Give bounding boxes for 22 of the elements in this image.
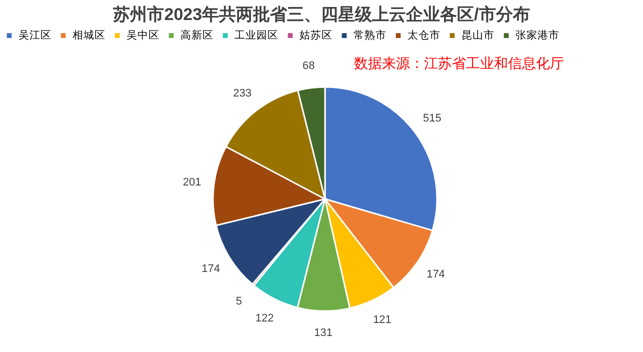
legend-label: 吴中区 xyxy=(126,28,160,42)
legend-label: 吴江区 xyxy=(18,30,52,42)
data-label: 122 xyxy=(255,312,274,325)
source-note: 数据来源：江苏省工业和信息化厅 xyxy=(354,55,564,71)
legend-label: 姑苏区 xyxy=(300,28,332,42)
data-label: 131 xyxy=(314,326,332,339)
data-label: 121 xyxy=(373,314,392,326)
data-label: 174 xyxy=(202,263,220,276)
legend-label: 高新区 xyxy=(180,28,214,42)
data-label: 68 xyxy=(302,60,315,72)
data-label: 233 xyxy=(233,88,252,100)
data-label: 201 xyxy=(182,176,202,188)
chart-title: 苏州市2023年共两批省三、四星级上云企业各区/市分布 xyxy=(112,5,530,24)
data-label: 5 xyxy=(236,296,242,308)
legend-label: 常熟市 xyxy=(354,28,386,42)
legend-label: 张家港市 xyxy=(516,28,560,42)
data-label: 174 xyxy=(426,268,445,280)
legend-label: 工业园区 xyxy=(234,28,278,42)
legend-label: 太仓市 xyxy=(408,28,440,42)
legend-label: 昆山市 xyxy=(462,28,494,42)
legend-label: 相城区 xyxy=(72,28,106,42)
data-label: 515 xyxy=(423,112,442,125)
